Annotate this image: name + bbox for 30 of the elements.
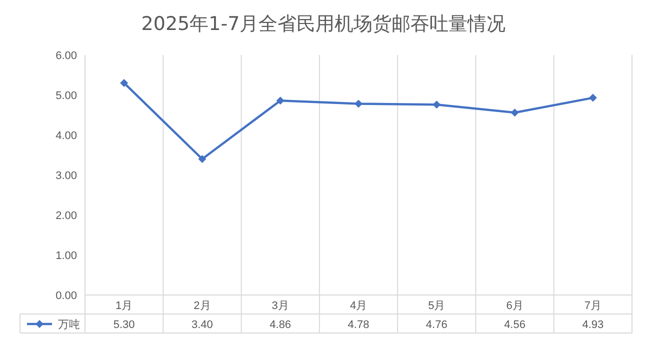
y-tick-label: 2.00 bbox=[56, 210, 77, 222]
x-tick-label: 5月 bbox=[428, 300, 446, 312]
data-label: 3.40 bbox=[192, 319, 213, 331]
point bbox=[198, 155, 206, 163]
data-label: 4.56 bbox=[504, 319, 526, 331]
point bbox=[510, 108, 519, 117]
x-tick-label: 6月 bbox=[506, 300, 524, 312]
y-tick-label: 4.00 bbox=[56, 130, 77, 142]
data-label: 4.78 bbox=[348, 319, 370, 331]
x-tick-label: 7月 bbox=[584, 300, 602, 312]
y-tick-label: 0.00 bbox=[56, 290, 77, 302]
point bbox=[354, 100, 362, 108]
y-tick-label: 5.00 bbox=[56, 90, 77, 102]
data-label: 5.30 bbox=[113, 319, 135, 331]
x-tick-label: 4月 bbox=[350, 300, 368, 312]
data-label: 4.93 bbox=[582, 319, 604, 331]
y-tick-label: 6.00 bbox=[56, 50, 77, 62]
y-tick-label: 3.00 bbox=[56, 170, 77, 182]
legend-label: 万吨 bbox=[58, 318, 80, 331]
x-tick-label: 1月 bbox=[116, 300, 133, 312]
point bbox=[588, 94, 597, 102]
data-label: 4.86 bbox=[270, 319, 292, 331]
x-tick-label: 3月 bbox=[272, 300, 289, 312]
data-label: 4.76 bbox=[426, 319, 448, 331]
x-tick-label: 2月 bbox=[194, 300, 211, 312]
y-tick-label: 1.00 bbox=[56, 250, 77, 262]
chart-title: 2025年1-7月全省民用机场货邮吞吐量情况 bbox=[141, 13, 506, 35]
point bbox=[432, 100, 441, 109]
point bbox=[120, 79, 128, 87]
point bbox=[276, 96, 284, 105]
